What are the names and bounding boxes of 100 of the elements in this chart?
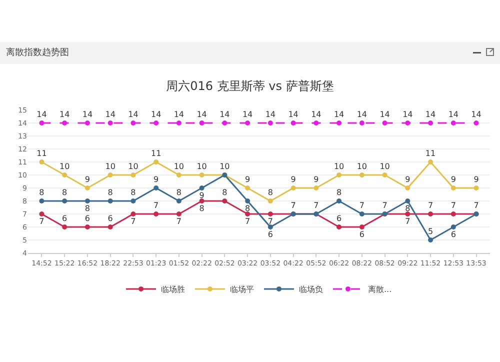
data-label: 9 [84,174,90,184]
point [474,120,479,126]
point [245,198,250,204]
data-label: 7 [382,200,388,210]
data-label: 8 [176,188,182,197]
data-label: 8 [84,204,90,214]
point [176,172,182,178]
point [405,186,410,190]
point [268,198,273,204]
point [359,212,364,216]
point [336,224,342,230]
point [108,224,113,230]
point [108,198,113,204]
data-label: 10 [174,162,184,171]
point [450,120,456,126]
point [39,120,44,126]
point [154,160,159,164]
data-label: 5 [428,226,434,236]
point [245,212,250,216]
point [382,172,388,178]
point [39,212,44,216]
data-label: 8 [39,188,44,197]
data-label: 7 [130,217,136,226]
data-label: 14 [196,110,207,119]
legend-label: 离散... [368,285,392,294]
data-label: 14 [36,110,47,119]
data-label: 11 [150,148,162,158]
point [199,198,204,204]
point [245,120,250,126]
data-label: 8 [108,188,113,197]
point [359,224,364,230]
data-label: 6 [84,214,90,223]
point [154,212,159,216]
data-label: 8 [62,188,68,197]
point [130,198,136,204]
data-label: 6 [108,214,113,223]
data-label: 8 [199,204,204,214]
point [268,224,273,230]
data-label: 10 [196,162,207,171]
point [336,172,342,178]
point [474,186,479,190]
point [84,198,90,204]
point [290,186,296,190]
point [336,120,342,126]
data-label: 7 [405,217,410,226]
data-label: 14 [471,110,482,119]
data-label: 14 [242,110,253,119]
data-label: 14 [174,110,184,119]
data-label: 7 [314,200,319,210]
point [84,186,90,190]
legend-label: 临场负 [299,285,323,294]
data-label: 9 [450,174,456,184]
data-label: 10 [128,162,138,171]
data-label: 6 [62,214,68,223]
data-label: 7 [176,217,182,226]
data-label: 9 [245,174,250,184]
data-label: 7 [450,200,456,210]
data-label: 7 [290,200,296,210]
data-label: 14 [265,110,276,119]
data-label: 7 [39,217,44,226]
data-label: 11 [36,148,47,158]
data-label: 14 [311,110,322,119]
data-label: 9 [290,174,296,184]
point [222,198,228,204]
point [154,186,159,190]
data-label: 14 [82,110,93,119]
data-label: 7 [245,217,250,226]
data-label: 7 [428,200,434,210]
point [130,120,136,126]
data-label: 10 [105,162,116,171]
data-label: 11 [425,148,436,158]
data-label: 14 [220,110,230,119]
point [199,186,204,190]
data-label: 9 [474,174,479,184]
data-label: 10 [59,162,70,171]
data-label: 14 [150,110,162,119]
point [450,224,456,230]
data-label: 6 [359,230,364,240]
data-label: 10 [380,162,390,171]
data-label: 9 [314,174,319,184]
data-label: 8 [336,188,342,197]
data-label: 10 [356,162,368,171]
point [428,120,434,126]
data-label: 14 [402,110,413,119]
data-label: 8 [405,204,410,214]
data-label: 14 [334,110,344,119]
point [405,120,410,126]
point [382,120,388,126]
point [176,198,182,204]
data-label: 14 [105,110,116,119]
point [450,212,456,216]
point [84,120,90,126]
legend-label: 临场胜 [161,285,185,294]
data-label: 9 [154,174,159,184]
data-label: 10 [220,162,230,171]
point [62,198,68,204]
point [268,212,273,216]
point [130,212,136,216]
data-label: 7 [268,217,273,226]
point [176,212,182,216]
